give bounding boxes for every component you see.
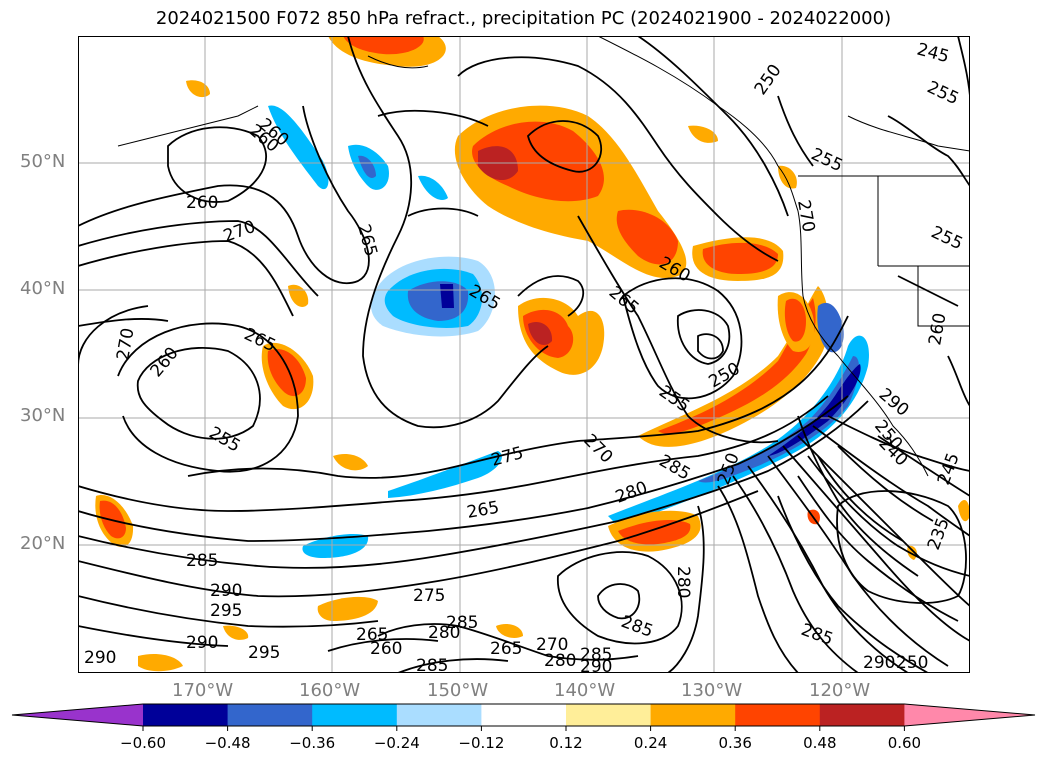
contour-label: 275 [413, 586, 445, 606]
contour-label: 285 [416, 656, 448, 673]
contour-label: 260 [370, 639, 402, 659]
contour-label: 280 [428, 623, 460, 643]
lon-label-140w: 140°W [554, 680, 616, 701]
colorbar-segment [312, 704, 398, 726]
contour-label: 250 [896, 653, 928, 673]
lon-label-170w: 170°W [172, 680, 234, 701]
lat-label-50n: 50°N [20, 151, 66, 172]
colorbar-segment [819, 704, 905, 726]
colorbar-segment [143, 704, 229, 726]
forecast-map: 260 260 270 265 265 270 260 265 255 265 … [78, 36, 970, 673]
colorbar-extend-low [12, 704, 143, 726]
colorbar-segment [481, 704, 567, 726]
colorbar-tick-label: −0.36 [289, 734, 335, 752]
colorbar: −0.60 −0.48 −0.36 −0.24 −0.12 0.12 0.24 0.36 0.4… [11, 703, 1036, 752]
colorbar-tick-label: −0.12 [458, 734, 504, 752]
colorbar-segment [227, 704, 313, 726]
colorbar-tick-label: −0.24 [374, 734, 420, 752]
map-title: 2024021500 F072 850 hPa refract., precip… [155, 8, 892, 29]
colorbar-tick-label: 0.48 [803, 734, 836, 752]
colorbar-segment [566, 704, 652, 726]
contour-label: 265 [490, 639, 522, 659]
contour-label: 260 [186, 193, 218, 213]
contour-label: 270 [536, 635, 568, 655]
colorbar-tick-label: −0.60 [120, 734, 166, 752]
colorbar-segments [11, 703, 1036, 727]
contour-label: 295 [210, 601, 242, 621]
contour-label: 285 [446, 613, 478, 633]
colorbar-tick-label: 0.12 [549, 734, 582, 752]
contour-label: 285 [580, 645, 612, 665]
lat-label-40n: 40°N [20, 278, 66, 299]
contour-label: 290 [580, 657, 612, 673]
colorbar-extend-high [904, 704, 1035, 726]
contour-label: 290 [863, 653, 895, 673]
colorbar-ticks: −0.60 −0.48 −0.36 −0.24 −0.12 0.12 0.24 0.36 0.4… [120, 726, 921, 752]
lat-label-30n: 30°N [20, 405, 66, 426]
refractivity-contours [78, 36, 970, 673]
lon-label-160w: 160°W [299, 680, 361, 701]
colorbar-tick-label: 0.60 [888, 734, 921, 752]
colorbar-tick-label: 0.24 [634, 734, 667, 752]
contour-label: 290 [186, 633, 218, 653]
contour-label: 265 [356, 625, 388, 645]
lon-label-130w: 130°W [681, 680, 743, 701]
colorbar-tick-label: −0.48 [205, 734, 251, 752]
contour-label: 280 [673, 566, 693, 598]
contour-label: 285 [186, 551, 218, 571]
contour-label: 290 [84, 648, 116, 668]
colorbar-tick-label: 0.36 [718, 734, 751, 752]
colorbar-segment [650, 704, 736, 726]
colorbar-segment [396, 704, 482, 726]
contour-label: 280 [544, 651, 576, 671]
lon-label-120w: 120°W [809, 680, 871, 701]
contour-label: 290 [210, 581, 242, 601]
lon-label-150w: 150°W [427, 680, 489, 701]
colorbar-segment [735, 704, 821, 726]
contour-label: 295 [248, 643, 280, 663]
lat-label-20n: 20°N [20, 533, 66, 554]
